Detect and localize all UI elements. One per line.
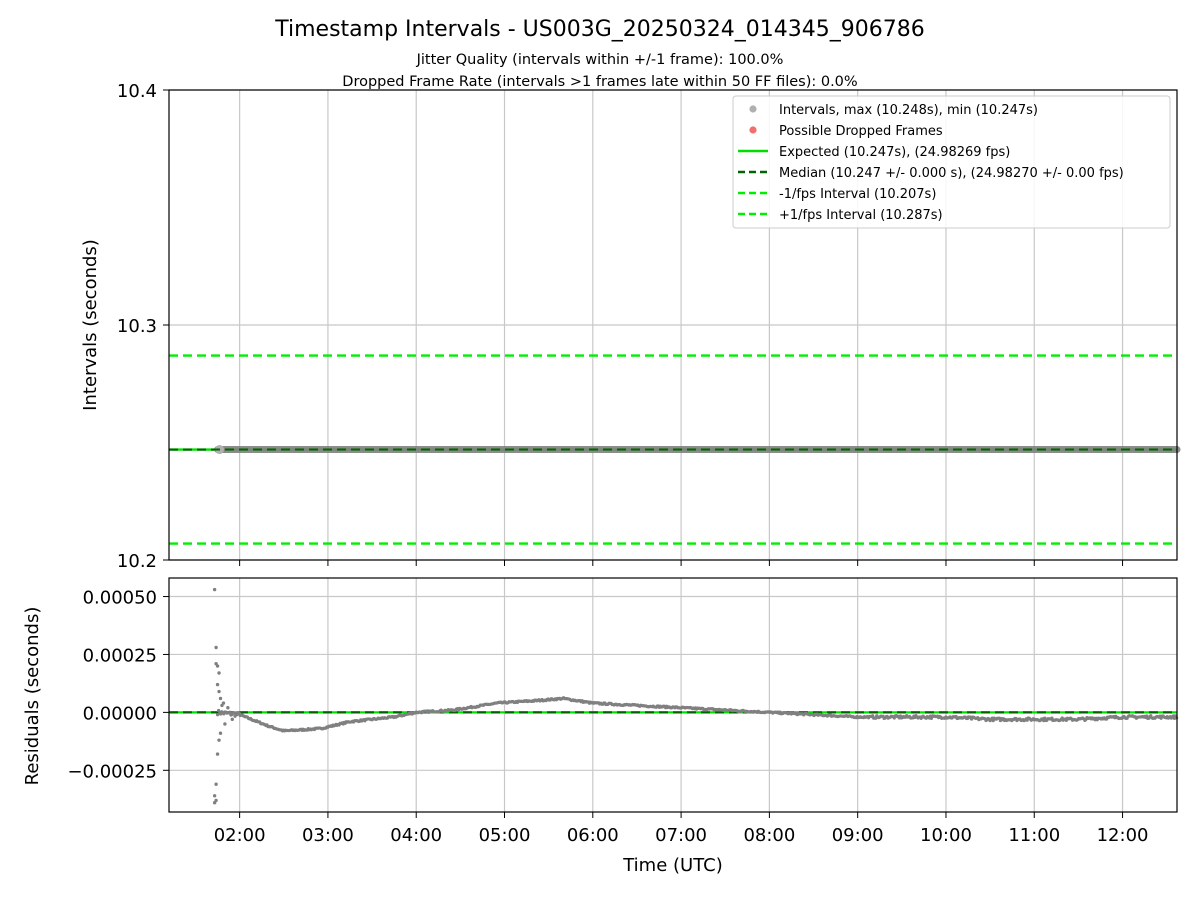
legend-marker-1 xyxy=(749,126,757,134)
residual-outlier-12 xyxy=(215,752,220,756)
legend-label-5: +1/fps Interval (10.287s) xyxy=(779,208,943,223)
x-tick-label-07:00: 07:00 xyxy=(655,825,707,846)
residual-outlier-18 xyxy=(226,706,230,710)
residual-point-810 xyxy=(1050,716,1054,720)
residual-point-693 xyxy=(929,716,934,720)
residual-outlier-1 xyxy=(214,645,218,650)
bottom-ticks: 02:00 03:00 04:00 05:00 06:00 07:00 08:00 09:00… xyxy=(67,588,1148,846)
top-ylabel: Intervals (seconds) xyxy=(80,239,101,411)
bottom-grid xyxy=(169,578,1177,812)
x-tick-label-06:00: 06:00 xyxy=(567,825,619,846)
bottom-ylabel: Residuals (seconds) xyxy=(22,607,43,786)
top-interval-points xyxy=(169,445,1181,455)
bottom-y-tick-label-2: 0.00025 xyxy=(83,645,157,666)
x-tick-label-09:00: 09:00 xyxy=(832,825,884,846)
residual-outlier-9 xyxy=(212,794,217,798)
legend-marker-0 xyxy=(749,105,757,113)
residual-outlier-13 xyxy=(217,738,221,742)
bottom-y-tick-label-3: 0.00050 xyxy=(83,588,157,609)
x-tick-label-03:00: 03:00 xyxy=(302,825,354,846)
residual-outlier-17 xyxy=(223,722,227,726)
residual-outlier-5 xyxy=(215,682,220,687)
residual-point-12 xyxy=(228,710,232,714)
legend-label-0: Intervals, max (10.248s), min (10.247s) xyxy=(779,103,1038,118)
x-tick-label-02:00: 02:00 xyxy=(214,825,266,846)
chart-subtitle-jitter: Jitter Quality (intervals within +/-1 fr… xyxy=(416,52,784,68)
top-y-tick-label-2: 10.4 xyxy=(117,81,157,102)
x-tick-label-11:00: 11:00 xyxy=(1008,825,1060,846)
top-y-tick-label-1: 10.3 xyxy=(117,316,157,337)
residual-point-753 xyxy=(991,719,995,723)
legend-label-1: Possible Dropped Frames xyxy=(779,124,943,139)
legend-box xyxy=(732,95,1171,229)
x-tick-label-05:00: 05:00 xyxy=(479,825,531,846)
residual-outlier-16 xyxy=(221,701,226,705)
legend-label-4: -1/fps Interval (10.207s) xyxy=(779,187,936,202)
x-tick-label-04:00: 04:00 xyxy=(390,825,442,846)
bottom-y-tick-label-0: −0.00025 xyxy=(67,761,157,782)
x-tick-label-12:00: 12:00 xyxy=(1097,825,1149,846)
residual-outlier-0 xyxy=(212,587,217,592)
bottom-xlabel: Time (UTC) xyxy=(622,855,723,876)
legend: Intervals, max (10.248s), min (10.247s) P… xyxy=(732,95,1171,229)
legend-label-2: Expected (10.247s), (24.98269 fps) xyxy=(779,145,1010,160)
legend-label-3: Median (10.247 +/- 0.000 s), (24.98270 +… xyxy=(779,166,1124,181)
residual-outlier-11 xyxy=(214,798,218,803)
top-ticks: 10.2 10.3 10.4 xyxy=(117,81,1124,572)
residual-outlier-7 xyxy=(218,696,223,701)
residual-outlier-8 xyxy=(214,782,218,786)
residual-point-1 xyxy=(216,708,221,713)
x-tick-label-10:00: 10:00 xyxy=(920,825,972,846)
bottom-residual-points xyxy=(212,587,1179,805)
residual-outlier-3 xyxy=(215,664,220,668)
residual-outlier-6 xyxy=(217,689,221,694)
x-tick-label-08:00: 08:00 xyxy=(743,825,795,846)
residual-outlier-14 xyxy=(218,731,223,735)
bottom-y-tick-label-1: 0.00000 xyxy=(83,703,157,724)
residual-outlier-4 xyxy=(217,671,221,675)
top-y-tick-label-0: 10.2 xyxy=(117,551,157,572)
residual-point-636 xyxy=(871,714,875,718)
bottom-axes-frame xyxy=(168,577,1178,813)
chart-subtitle-dropped: Dropped Frame Rate (intervals >1 frames … xyxy=(342,74,857,90)
chart-title: Timestamp Intervals - US003G_20250324_01… xyxy=(274,17,924,42)
residual-outlier-19 xyxy=(230,717,234,722)
